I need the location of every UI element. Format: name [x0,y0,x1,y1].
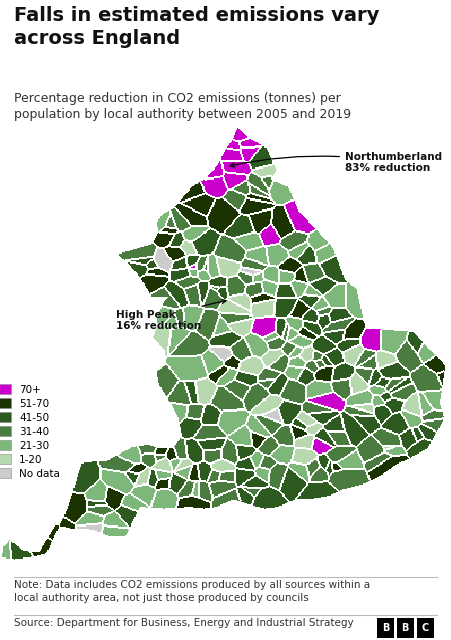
Text: Falls in estimated emissions vary
across England: Falls in estimated emissions vary across… [14,6,378,48]
Text: B: B [401,623,408,634]
Legend: 70+, 51-70, 41-50, 31-40, 21-30, 1-20, No data: 70+, 51-70, 41-50, 31-40, 21-30, 1-20, N… [0,384,60,479]
Text: C: C [421,623,428,634]
Text: Northumberland
83% reduction: Northumberland 83% reduction [230,152,441,173]
Text: Note: Data includes CO2 emissions produced by all sources within a
local authori: Note: Data includes CO2 emissions produc… [14,580,369,604]
Text: Percentage reduction in CO2 emissions (tonnes) per
population by local authority: Percentage reduction in CO2 emissions (t… [14,92,350,120]
Text: High Peak
16% reduction: High Peak 16% reduction [116,300,226,332]
FancyBboxPatch shape [396,618,413,639]
FancyBboxPatch shape [376,618,393,639]
FancyBboxPatch shape [416,618,433,639]
Text: B: B [381,623,388,634]
Text: Source: Department for Business, Energy and Industrial Strategy: Source: Department for Business, Energy … [14,618,352,628]
